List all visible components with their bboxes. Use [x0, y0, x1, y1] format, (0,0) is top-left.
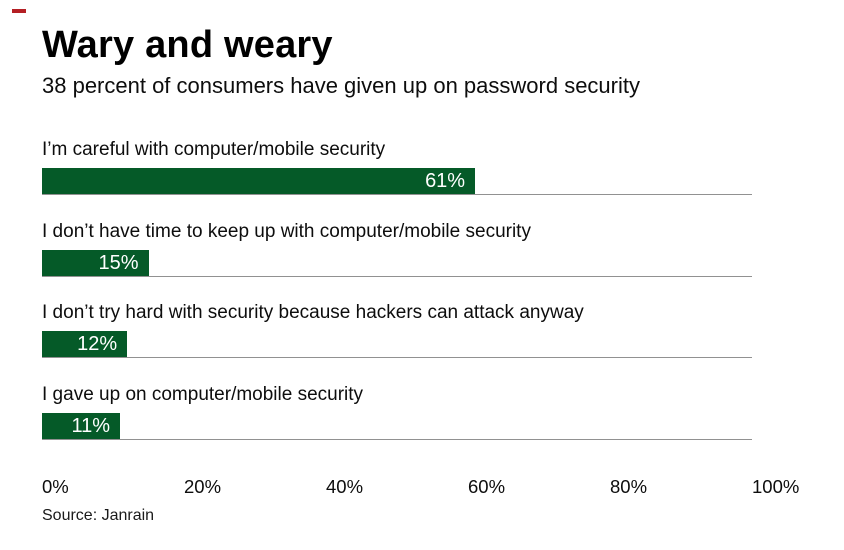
row-baseline: 15%	[42, 250, 752, 277]
row-baseline: 12%	[42, 331, 752, 358]
chart-subtitle: 38 percent of consumers have given up on…	[42, 73, 640, 98]
x-tick-label: 40%	[326, 476, 364, 497]
bar-label: I gave up on computer/mobile security	[42, 384, 364, 405]
bar-value-label: 11%	[71, 415, 111, 437]
x-axis: 0% 20% 40% 60% 80% 100%	[42, 476, 844, 500]
x-tick-label: 80%	[610, 476, 648, 497]
brand-dash	[12, 9, 26, 13]
row-baseline: 11%	[42, 413, 752, 440]
x-tick-label: 100%	[752, 476, 800, 497]
bar-label: I’m careful with computer/mobile securit…	[42, 139, 386, 160]
bar-value-label: 12%	[77, 333, 118, 355]
x-tick-label: 0%	[42, 476, 69, 497]
bar-value-label: 61%	[425, 170, 466, 192]
row-baseline: 61%	[42, 168, 752, 195]
x-tick-label: 20%	[184, 476, 222, 497]
x-tick-label: 60%	[468, 476, 506, 497]
bar-row: I gave up on computer/mobile security 11…	[42, 383, 752, 440]
bar-label: I don’t have time to keep up with comput…	[42, 221, 531, 242]
bar-row: I don’t try hard with security because h…	[42, 301, 752, 358]
bar: 61%	[42, 168, 476, 194]
bar-label: I don’t try hard with security because h…	[42, 302, 584, 323]
bar: 11%	[42, 413, 121, 439]
bar-chart: I’m careful with computer/mobile securit…	[42, 0, 752, 460]
source-note: Source: Janrain	[42, 507, 155, 524]
bar-row: I don’t have time to keep up with comput…	[42, 220, 752, 277]
bar-row: I’m careful with computer/mobile securit…	[42, 138, 752, 195]
bar: 15%	[42, 250, 149, 276]
chart-title: Wary and weary	[42, 24, 333, 66]
bar-value-label: 15%	[98, 252, 139, 274]
bar: 12%	[42, 331, 128, 357]
